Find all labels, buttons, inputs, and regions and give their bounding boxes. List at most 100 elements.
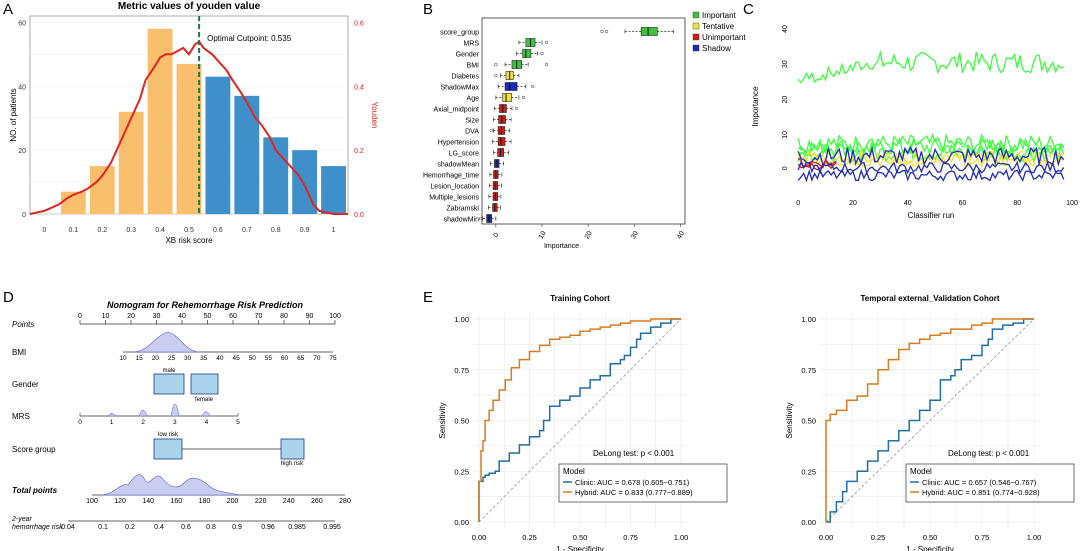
bmi-tick-label: 25 <box>168 355 176 362</box>
box-label: Multiple_lesions <box>429 195 479 202</box>
bmi-tick-label: 75 <box>329 355 337 362</box>
plot-frame <box>481 17 686 225</box>
score-level-label: low risk <box>158 432 179 438</box>
legend-title: Model <box>563 467 585 476</box>
box-label: Zabramski <box>446 206 479 213</box>
total-tick-label: 240 <box>283 498 295 505</box>
box-label: score_group <box>440 30 479 37</box>
x-tick-label: 0.2 <box>97 227 107 234</box>
y-tick-label: 40 <box>18 84 26 91</box>
mrs-tick-label: 4 <box>205 419 209 426</box>
y-tick-label: 0.25 <box>454 467 469 476</box>
histogram-bar <box>147 28 173 214</box>
mrs-density <box>201 411 211 417</box>
box <box>497 137 506 146</box>
risk-tick-label: 0.04 <box>61 524 75 531</box>
x-tick-label: 20 <box>849 200 857 207</box>
risk-tick-label: 0.8 <box>206 524 216 531</box>
x-tick-label: 30 <box>630 230 640 240</box>
points-tick-label: 10 <box>102 313 110 320</box>
box <box>522 49 532 58</box>
gender-level-label: male <box>162 368 176 374</box>
importance-line <box>797 145 1065 167</box>
legend-box <box>905 463 1075 503</box>
y-tick-label: 0.50 <box>454 417 469 426</box>
bmi-tick-label: 55 <box>265 355 273 362</box>
box-label: MRS <box>463 41 479 48</box>
y2-tick-label: 0.4 <box>354 84 364 91</box>
box-label: Axial_midpoint <box>433 107 479 114</box>
box-label: ShadowMax <box>440 85 479 92</box>
total-tick-label: 260 <box>311 498 323 505</box>
total-tick-label: 100 <box>86 498 98 505</box>
row-label: MRS <box>12 412 30 421</box>
x-axis-label: XB risk score <box>165 236 213 245</box>
nomogram-title: Nomogram for Rehemorrhage Risk Predictio… <box>107 300 304 310</box>
risk-tick-label: 0.6 <box>181 524 191 531</box>
box-label: Age <box>467 96 480 103</box>
box-outlier <box>544 40 549 45</box>
x-tick-label: 0.50 <box>923 533 938 542</box>
chart-title: Temporal external_Validation Cohort <box>861 294 1000 303</box>
risk-tick-label: 0.9 <box>232 524 242 531</box>
row-label: Total points <box>12 486 58 495</box>
mrs-density <box>170 403 180 417</box>
bmi-tick-label: 35 <box>200 355 208 362</box>
x-tick-label: 0.7 <box>242 227 252 234</box>
box-label: Diabetes <box>451 74 479 81</box>
x-axis-label: Importance <box>544 243 579 250</box>
mrs-density <box>138 409 148 417</box>
box-outlier <box>604 29 609 34</box>
points-tick-label: 100 <box>329 313 341 320</box>
score-box-high <box>280 438 305 460</box>
bmi-tick-label: 20 <box>152 355 160 362</box>
risk-tick-label: 0.96 <box>261 524 275 531</box>
youden-line <box>29 40 348 215</box>
box-label: Lesion_location <box>430 184 479 191</box>
x-tick-label: 0 <box>493 232 501 239</box>
bmi-tick-label: 15 <box>136 355 144 362</box>
total-tick-label: 200 <box>227 498 239 505</box>
y-axis-label: Sensitivity <box>785 402 794 438</box>
x-tick-label: 40 <box>676 230 686 240</box>
panel-label-b: B <box>423 1 433 18</box>
legend-swatch <box>692 11 700 19</box>
bmi-tick-label: 30 <box>184 355 192 362</box>
risk-tick-label: 0.1 <box>98 524 108 531</box>
bmi-tick-label: 10 <box>119 355 127 362</box>
legend-label: Hybrid: AUC = 0.851 (0.774−0.928) <box>922 488 1040 497</box>
box-label: shadowMean <box>437 162 479 169</box>
diagonal-reference <box>825 318 1035 523</box>
x-tick-label: 1.00 <box>1027 533 1042 542</box>
roc-curve <box>478 318 681 522</box>
total-density <box>99 474 241 496</box>
y-tick-label: 0 <box>22 212 26 219</box>
x-tick-label: 0 <box>43 227 47 234</box>
box-outlier <box>521 95 526 100</box>
bmi-tick-label: 65 <box>297 355 305 362</box>
row-label: Score group <box>12 445 56 454</box>
bmi-tick-label: 70 <box>313 355 321 362</box>
x-tick-label: 0.75 <box>623 533 638 542</box>
box-label: BMI <box>467 63 480 70</box>
histogram-bar <box>118 111 144 214</box>
gender-level-label: female <box>195 397 214 403</box>
mrs-tick-label: 3 <box>173 419 177 426</box>
roc-curve <box>825 318 1034 522</box>
panel-a: Metric values of youden value Optimal Cut… <box>9 1 379 245</box>
x-tick-label: 0.1 <box>68 227 78 234</box>
cutoff-label: Optimal Cutpoint: 0.535 <box>207 34 292 43</box>
legend-label: Hybrid: AUC = 0.833 (0.777−0.889) <box>575 488 693 497</box>
gender-box-female <box>190 373 219 395</box>
y-tick-label: 10 <box>782 131 789 139</box>
roc-curve <box>826 318 1034 523</box>
risk-tick-label: 0.985 <box>288 524 306 531</box>
y-tick-label: 0.50 <box>801 417 816 426</box>
box-label: DVA <box>465 129 479 136</box>
legend-label: Unimportant <box>702 33 746 42</box>
chart-title: Training Cohort <box>550 294 610 303</box>
bmi-tick-label: 50 <box>249 355 257 362</box>
points-tick-label: 50 <box>204 313 212 320</box>
legend-label: Tentative <box>702 22 735 31</box>
risk-tick-label: 0.2 <box>125 524 135 531</box>
